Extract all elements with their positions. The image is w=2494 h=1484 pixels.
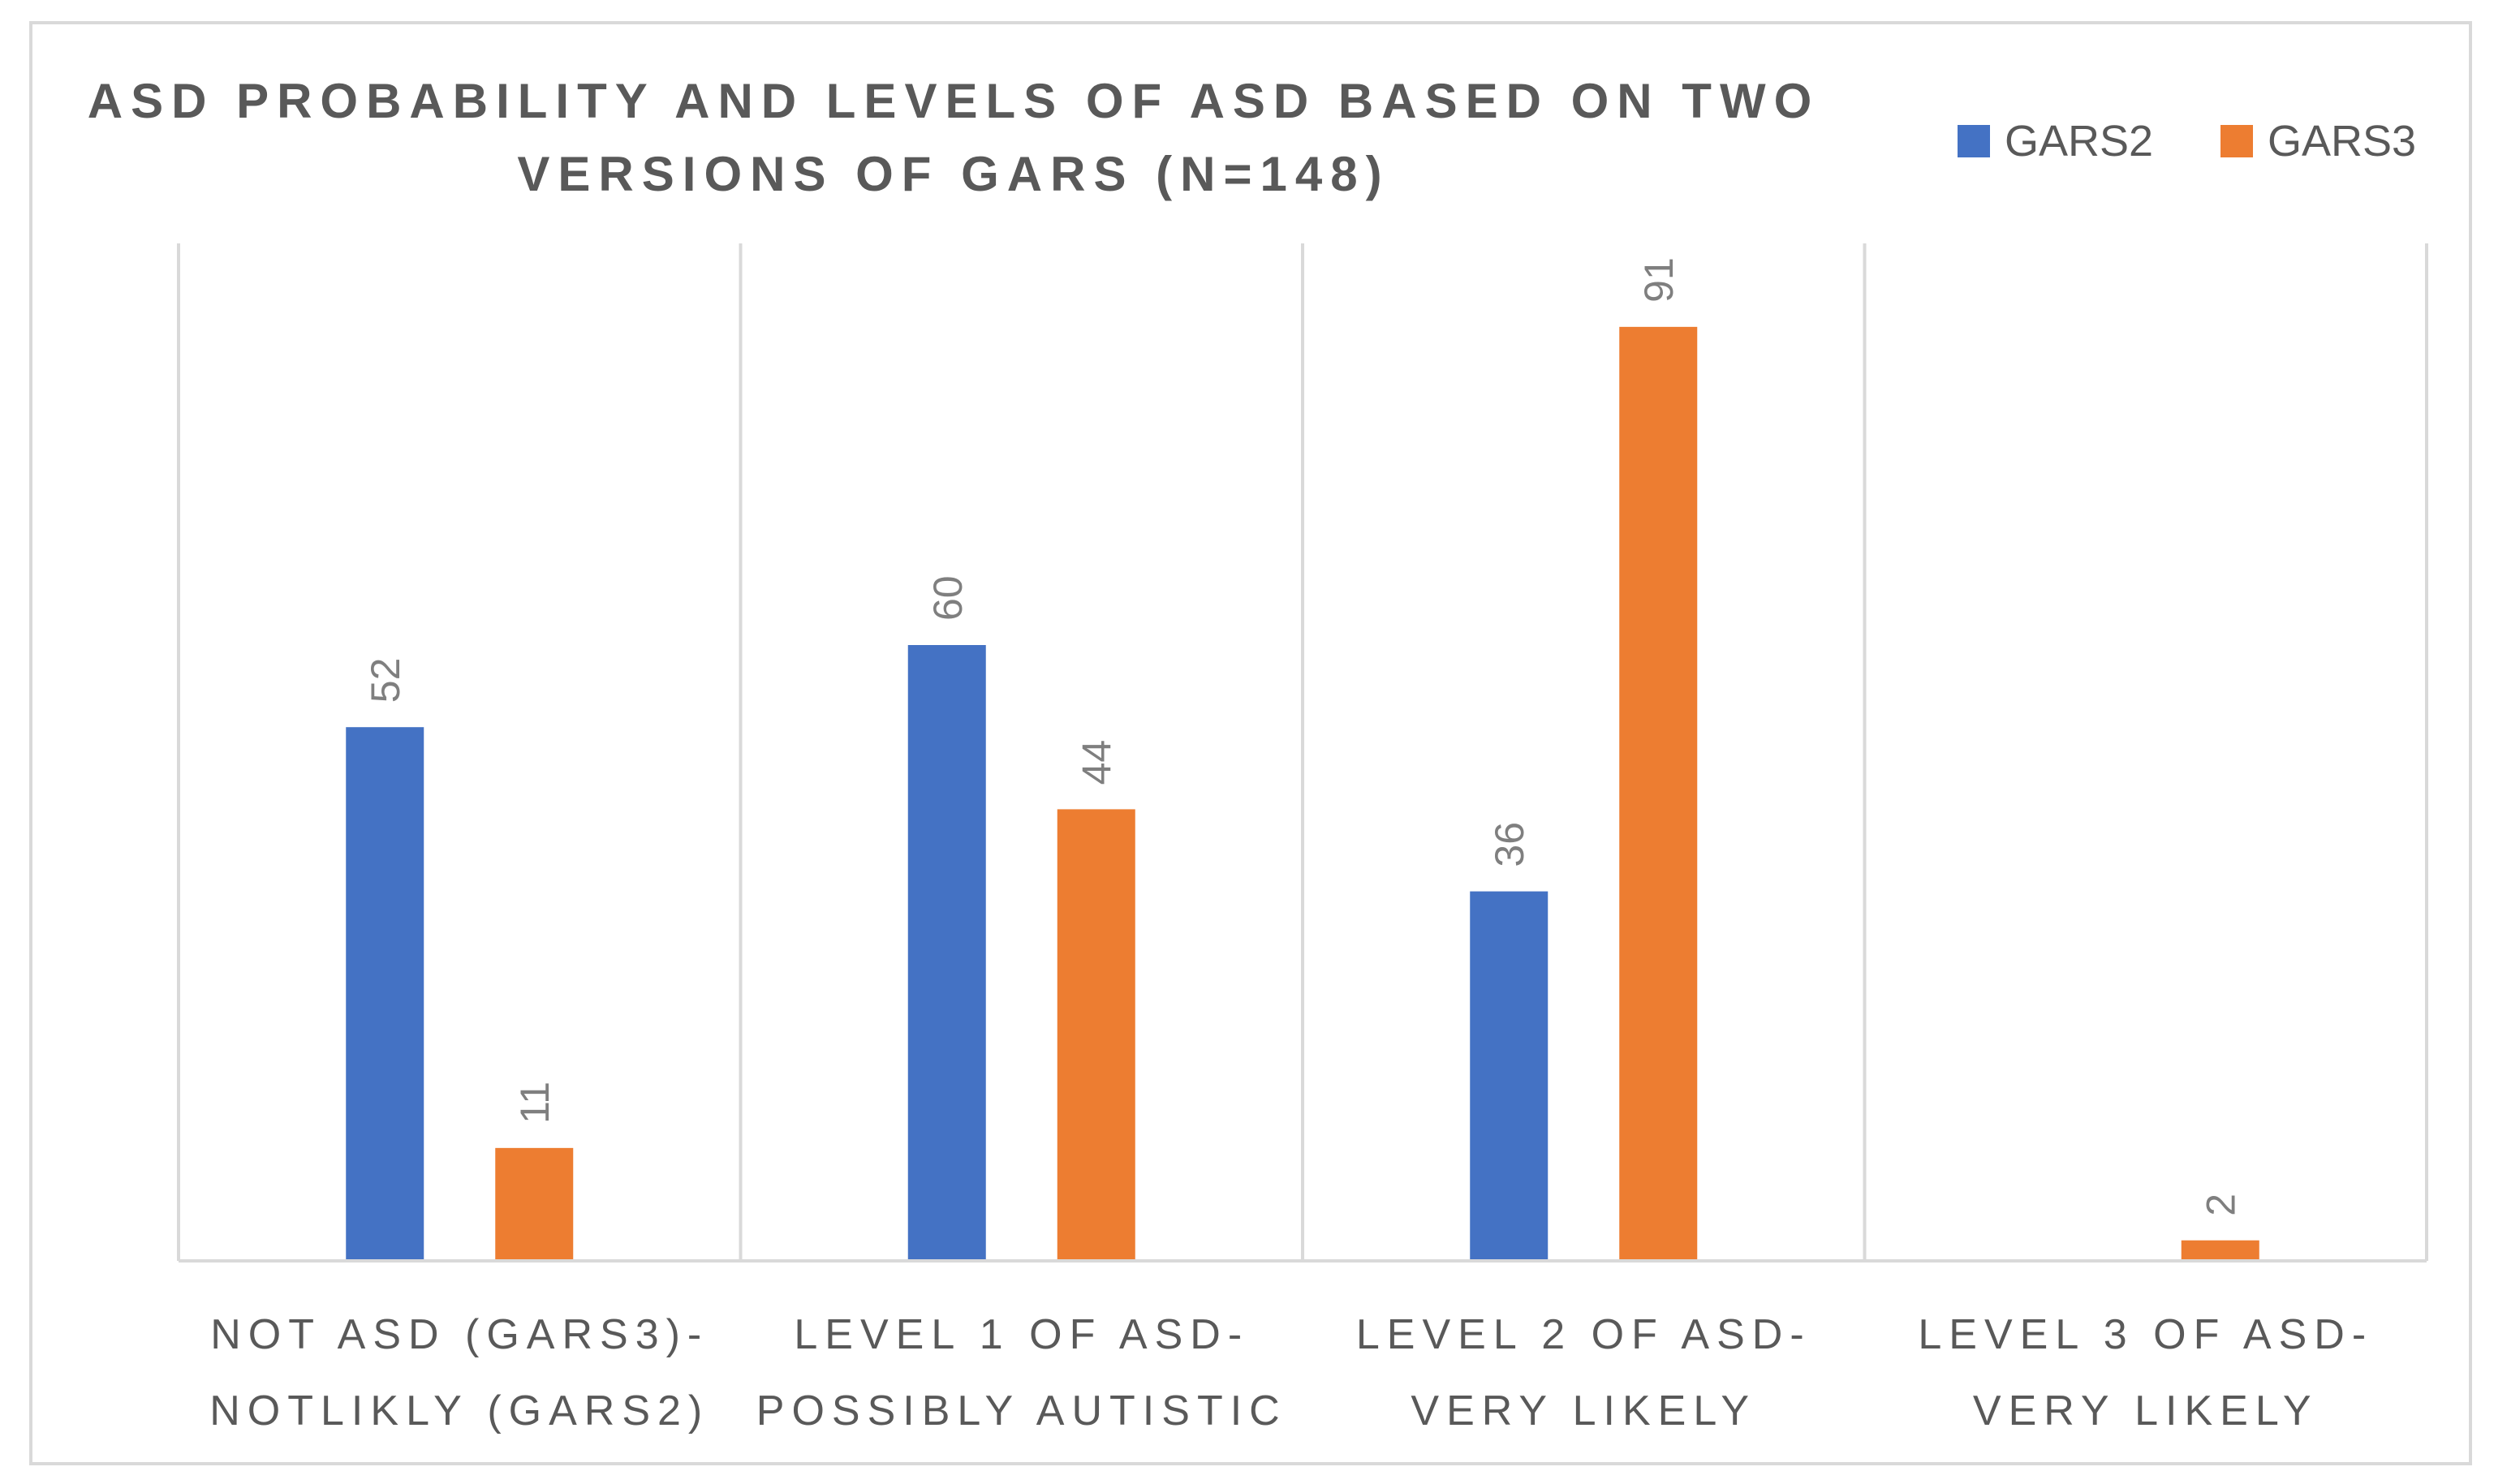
category-labels: NOT ASD (GARS3)- NOTLIKLY (GARS2) LEVEL 1 … [209, 1311, 2373, 1435]
category-label-3-line-1: LEVEL 2 OF ASD- [1356, 1311, 1811, 1358]
bar-gars3-cat1 [495, 1147, 574, 1261]
chart-title-line-1: ASD PROBABILITY AND LEVELS OF ASD BASED … [88, 74, 1820, 128]
category-label-3-line-2: VERY LIKELY [1411, 1387, 1756, 1435]
data-label-gars3-cat3: 91 [1636, 257, 1682, 303]
category-label-1-line-1: NOT ASD (GARS3)- [210, 1311, 709, 1358]
bar-gars2-cat3 [1470, 891, 1549, 1261]
data-label-gars2-cat3: 36 [1487, 822, 1532, 867]
bar-gars3-cat4 [2181, 1240, 2259, 1261]
data-label-gars2-cat2: 60 [925, 575, 971, 621]
chart-title-line-2: VERSIONS OF GARS (N=148) [517, 147, 1389, 201]
data-labels: 52 60 36 11 44 91 2 [363, 257, 2244, 1215]
legend-label-gars2: GARS2 [2005, 117, 2153, 166]
bars [346, 326, 2259, 1262]
category-label-1-line-2: NOTLIKLY (GARS2) [209, 1387, 709, 1435]
data-label-gars3-cat2: 44 [1075, 740, 1120, 785]
data-label-gars3-cat4: 2 [2199, 1194, 2244, 1216]
category-label-2-line-2: POSSIBLY AUTISTIC [756, 1387, 1287, 1435]
chart-title: ASD PROBABILITY AND LEVELS OF ASD BASED … [88, 74, 1820, 201]
legend-swatch-gars2 [1958, 125, 1990, 157]
category-label-2-line-1: LEVEL 1 OF ASD- [794, 1311, 1249, 1358]
legend: GARS2 GARS3 [1958, 117, 2416, 166]
chart-svg: ASD PROBABILITY AND LEVELS OF ASD BASED … [88, 74, 2428, 1435]
category-label-4-line-2: VERY LIKELY [1973, 1387, 2319, 1435]
legend-label-gars3: GARS3 [2268, 117, 2416, 166]
category-gridlines [177, 243, 2428, 1261]
chart-frame: ASD PROBABILITY AND LEVELS OF ASD BASED … [29, 21, 2472, 1465]
category-label-4-line-1: LEVEL 3 OF ASD- [1918, 1311, 2373, 1358]
bar-gars2-cat2 [907, 645, 986, 1261]
data-label-gars3-cat1: 11 [512, 1082, 558, 1124]
legend-swatch-gars3 [2220, 125, 2253, 157]
bar-gars3-cat2 [1057, 809, 1135, 1261]
bar-gars3-cat3 [1619, 326, 1698, 1262]
bar-gars2-cat1 [346, 727, 424, 1261]
data-label-gars2-cat1: 52 [363, 658, 408, 703]
